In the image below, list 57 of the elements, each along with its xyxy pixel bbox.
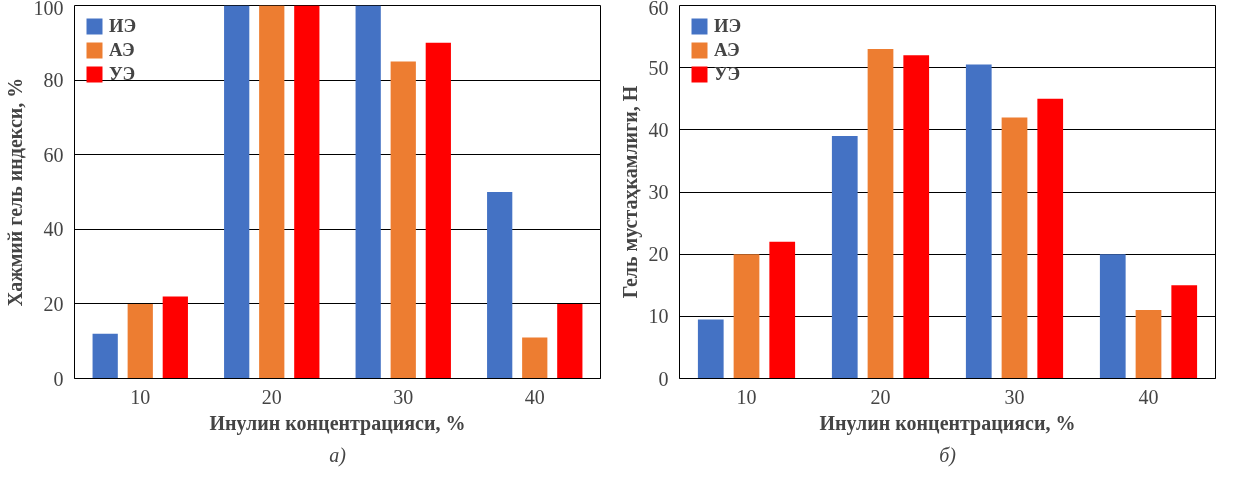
bar — [92, 333, 118, 379]
x-axis-title: Инулин концентрацияси, % — [819, 411, 1076, 435]
bar — [522, 337, 548, 379]
y-tick-label: 60 — [43, 143, 64, 166]
y-tick-label: 20 — [43, 292, 64, 315]
bar — [294, 5, 320, 379]
bar — [1037, 98, 1064, 379]
bar — [697, 319, 724, 379]
bar — [355, 5, 381, 379]
bar — [127, 303, 153, 379]
y-axis-title: Гель мустаҳкамлиги, Н — [618, 85, 642, 299]
y-tick-label: 50 — [648, 56, 669, 79]
bar — [162, 296, 188, 379]
y-tick-label: 40 — [43, 218, 64, 241]
y-axis-title: Хажмий гель индекси, % — [3, 77, 26, 307]
bar — [903, 55, 930, 379]
y-tick-label: 20 — [648, 243, 669, 266]
text: б) — [939, 443, 957, 467]
legend-label: ИЭ — [109, 15, 137, 37]
y-tick-label: 80 — [43, 69, 64, 92]
text: а) — [329, 443, 347, 467]
bar — [557, 303, 583, 379]
y-tick-label: 60 — [648, 0, 669, 19]
x-tick-label: 40 — [524, 385, 545, 408]
bar — [831, 136, 858, 379]
y-tick-label: 0 — [658, 367, 669, 390]
bar — [1001, 117, 1028, 379]
x-tick-label: 10 — [130, 385, 151, 408]
y-tick-label: 30 — [648, 181, 669, 203]
bar — [965, 64, 992, 379]
y-tick-label: 100 — [33, 0, 64, 19]
x-tick-label: 20 — [870, 385, 891, 408]
x-tick-label: 20 — [261, 385, 282, 408]
legend-label: АЭ — [714, 39, 740, 61]
legend-label: АЭ — [109, 39, 135, 61]
x-tick-label: 10 — [736, 385, 757, 408]
legend-label: УЭ — [109, 63, 136, 85]
x-tick-label: 30 — [1004, 385, 1025, 408]
bar — [1171, 285, 1198, 379]
bar — [487, 192, 513, 379]
bar — [1099, 254, 1126, 379]
bar — [425, 42, 451, 379]
x-tick-label: 40 — [1138, 385, 1159, 408]
y-tick-label: 10 — [648, 305, 669, 328]
legend-label: УЭ — [714, 63, 741, 85]
legend-label: ИЭ — [714, 15, 742, 37]
bar — [259, 5, 285, 379]
y-tick-label: 40 — [648, 118, 669, 141]
x-tick-label: 30 — [393, 385, 414, 408]
bar — [1135, 310, 1162, 379]
bar — [867, 49, 894, 379]
bar — [769, 241, 796, 379]
bar — [224, 5, 250, 379]
bar — [390, 61, 416, 379]
x-axis-title: Инулин концентрацияси, % — [209, 411, 466, 435]
y-tick-label: 0 — [53, 367, 64, 390]
bar — [733, 254, 760, 379]
